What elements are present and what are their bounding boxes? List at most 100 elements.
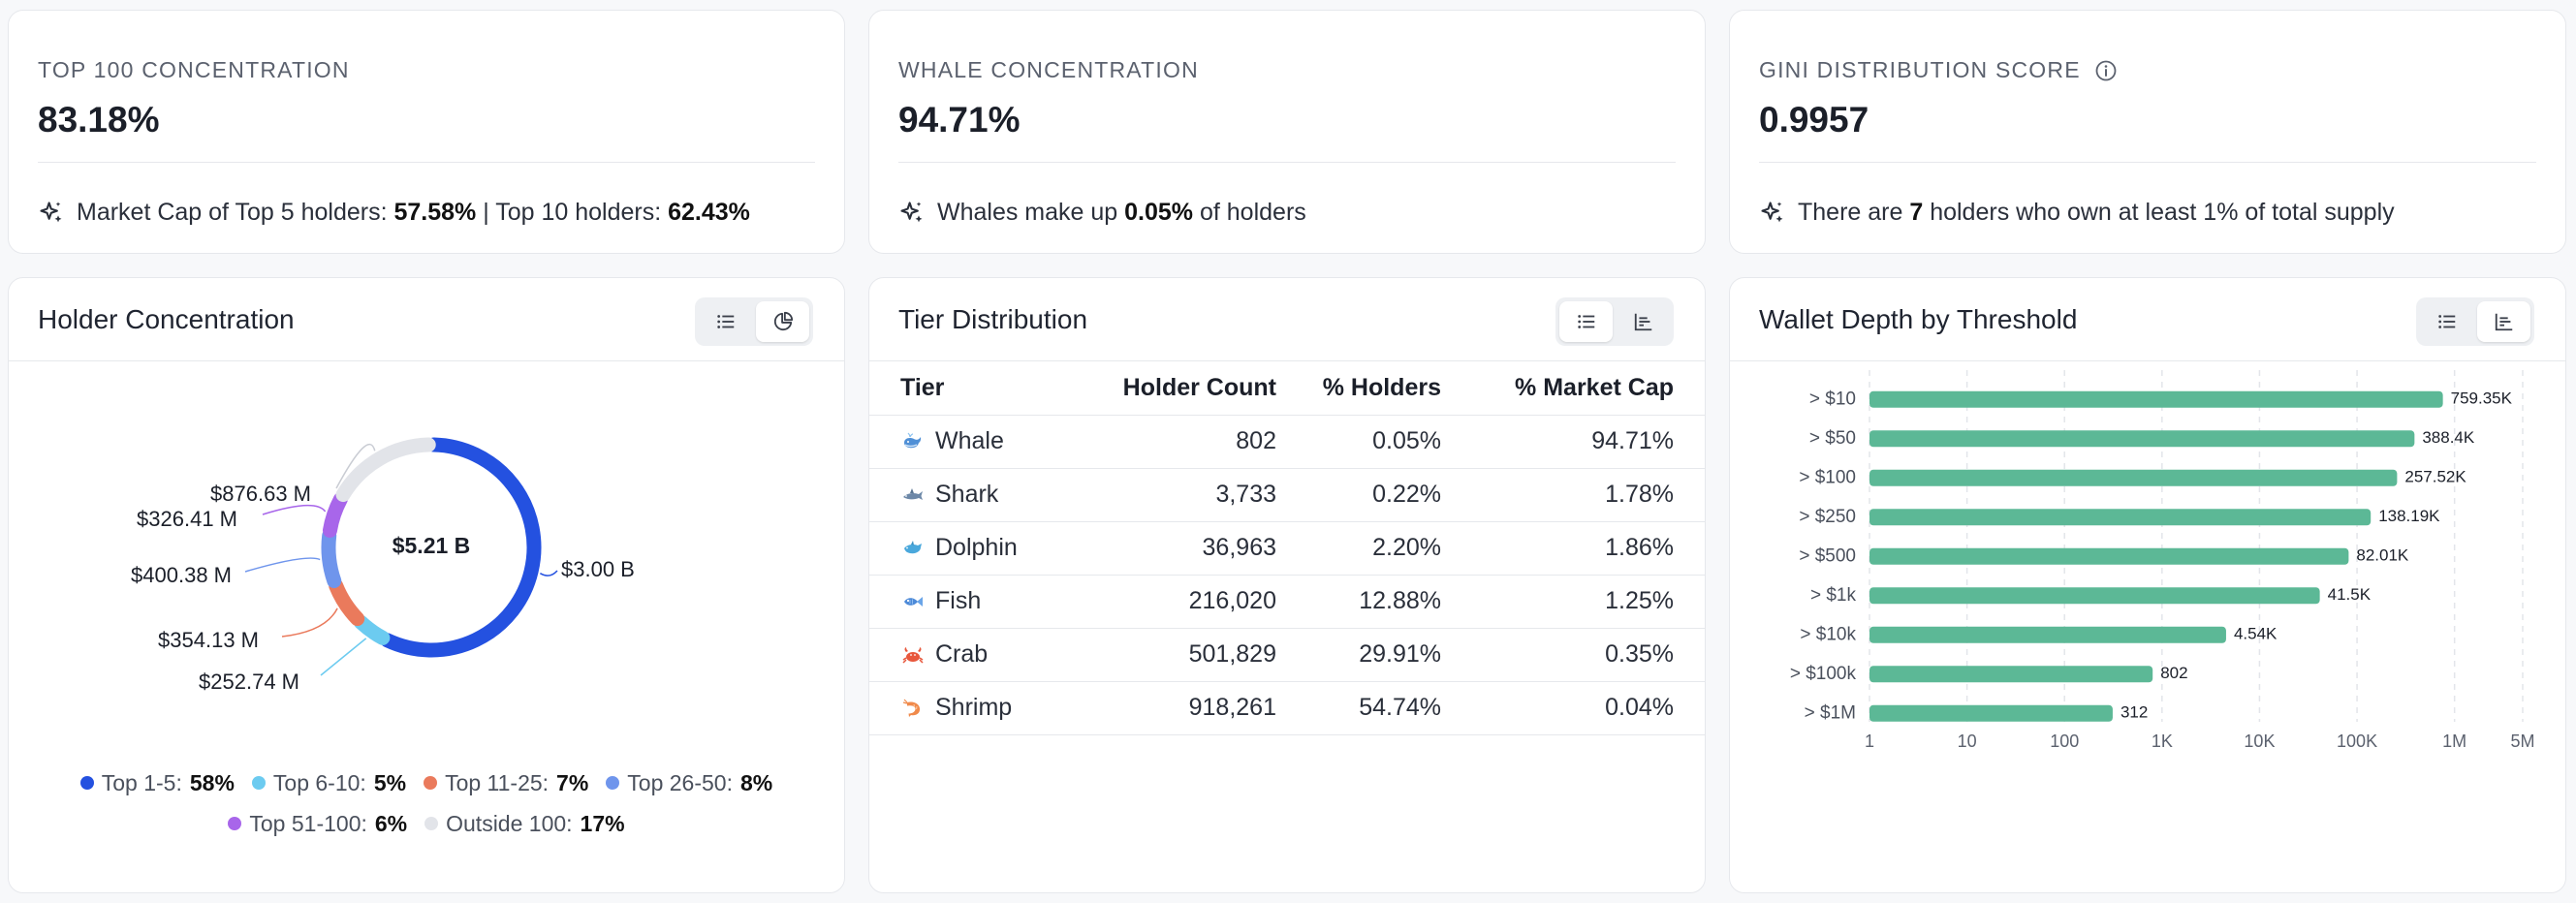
footnote-text: of holders xyxy=(1193,199,1306,226)
tier-cell: Dolphin xyxy=(869,521,1092,576)
bar[interactable] xyxy=(1869,430,2415,448)
y-category-label: > $1k xyxy=(1810,585,1857,606)
chart-view-button[interactable] xyxy=(2477,301,2530,342)
slice-value-label: $400.38 M xyxy=(131,563,232,587)
legend-value: 6% xyxy=(374,811,408,836)
wallet-depth-bar-chart: 1 10 100 1K 10K 100K 1M 5M > $10 759.35K > $50 388.… xyxy=(1790,370,2535,751)
x-tick-label: 1 xyxy=(1865,732,1874,751)
y-category-label: > $250 xyxy=(1799,507,1856,527)
pie-chart-icon xyxy=(773,311,793,331)
leader-line xyxy=(335,443,376,489)
holder-count-cell: 36,963 xyxy=(1092,521,1276,576)
card-value: 83.18% xyxy=(38,100,160,140)
donut-slice[interactable] xyxy=(354,614,391,645)
chart-view-button[interactable] xyxy=(1617,301,1670,342)
list-view-button[interactable] xyxy=(1559,301,1613,342)
column-header[interactable]: % Market Cap xyxy=(1441,361,1705,416)
card-title: GINI DISTRIBUTION SCORE xyxy=(1759,57,2081,82)
legend-value: 5% xyxy=(373,770,407,795)
y-category-label: > $1M xyxy=(1805,702,1856,723)
legend-value: 8% xyxy=(740,770,773,795)
legend-item[interactable]: Top 1-5: 58% xyxy=(79,763,235,803)
holders-pct-cell: 0.22% xyxy=(1276,468,1441,522)
donut-center-total: $5.21 B xyxy=(393,533,471,558)
card-footnote: Whales make up 0.05% of holders xyxy=(898,199,1306,227)
x-tick-label: 10 xyxy=(1958,732,1977,751)
x-tick-label: 1M xyxy=(2442,732,2466,751)
holders-pct-cell: 54.74% xyxy=(1276,681,1441,735)
bar[interactable] xyxy=(1869,704,2113,722)
market-cap-pct-cell: 0.04% xyxy=(1441,681,1705,735)
pie-view-button[interactable] xyxy=(756,301,809,342)
info-icon[interactable] xyxy=(2094,59,2118,82)
bar-value-label: 388.4K xyxy=(2422,428,2475,447)
donut-slice[interactable] xyxy=(335,437,436,503)
bar[interactable] xyxy=(1869,626,2226,643)
card-footnote: Market Cap of Top 5 holders: 57.58% | To… xyxy=(38,199,750,227)
legend-swatch xyxy=(424,776,438,790)
leader-line xyxy=(539,570,558,576)
bar[interactable] xyxy=(1869,509,2372,526)
sparkle-icon xyxy=(1761,201,1783,222)
bar-chart-icon xyxy=(2495,313,2512,331)
holders-pct-cell: 0.05% xyxy=(1276,415,1441,469)
view-toggle xyxy=(1555,297,1674,346)
footnote-highlight: 7 xyxy=(1909,199,1924,226)
bar[interactable] xyxy=(1869,390,2443,408)
leader-line xyxy=(262,504,327,515)
tier-name: Crab xyxy=(935,640,989,668)
panel-title: Wallet Depth by Threshold xyxy=(1759,304,2078,334)
panel-title: Holder Concentration xyxy=(38,304,295,334)
table-row: Fish 216,020 12.88% 1.25% xyxy=(869,575,1705,629)
donut-slice[interactable] xyxy=(321,528,342,589)
top100-concentration-card: TOP 100 CONCENTRATION 83.18% Market Cap … xyxy=(8,10,845,254)
slice-value-label: $326.41 M xyxy=(137,507,237,531)
footnote-text: | Top 10 holders: xyxy=(476,199,669,226)
y-category-label: > $100k xyxy=(1790,664,1857,684)
leader-line xyxy=(320,638,367,676)
table-row: Shrimp 918,261 54.74% 0.04% xyxy=(869,681,1705,735)
divider xyxy=(898,162,1676,163)
footnote-text: Whales make up xyxy=(937,199,1125,226)
y-category-label: > $10 xyxy=(1809,389,1856,409)
legend-item[interactable]: Top 6-10: 5% xyxy=(251,763,407,803)
list-view-button[interactable] xyxy=(699,301,752,342)
tier-cell: Fish xyxy=(869,575,1092,629)
holder-donut-chart: $3.00 B $252.74 M $354.13 M $400.38 M $326.4… xyxy=(131,437,635,694)
tier-cell: Whale xyxy=(869,415,1092,469)
column-header[interactable]: Holder Count xyxy=(1092,361,1276,416)
bar[interactable] xyxy=(1869,666,2153,683)
legend-item[interactable]: Top 11-25: 7% xyxy=(424,763,588,803)
bar[interactable] xyxy=(1869,469,2398,486)
sparkle-icon xyxy=(900,201,923,222)
column-header[interactable]: % Holders xyxy=(1276,361,1441,416)
holder-concentration-panel: Holder Concentration $3.00 B $252.74 M $35… xyxy=(8,277,845,893)
donut-slice[interactable] xyxy=(380,437,542,658)
fish-icon xyxy=(900,589,926,614)
bar[interactable] xyxy=(1869,547,2349,565)
legend-label: Top 51-100: xyxy=(249,811,367,836)
list-view-button[interactable] xyxy=(2420,301,2473,342)
legend-value: 17% xyxy=(580,811,625,836)
panel-title: Tier Distribution xyxy=(898,304,1088,334)
donut-slice[interactable] xyxy=(322,491,348,538)
legend-value: 58% xyxy=(189,770,235,795)
x-tick-label: 10K xyxy=(2244,732,2275,751)
donut-slice[interactable] xyxy=(329,578,365,627)
column-header[interactable]: Tier xyxy=(869,361,1092,416)
card-value: 94.71% xyxy=(898,100,1021,140)
legend-item[interactable]: Outside 100: 17% xyxy=(424,803,625,844)
legend-label: Top 11-25: xyxy=(445,770,550,795)
x-tick-label: 1K xyxy=(2152,732,2173,751)
bar-value-label: 759.35K xyxy=(2451,389,2513,408)
market-cap-pct-cell: 1.78% xyxy=(1441,468,1705,522)
y-category-label: > $100 xyxy=(1799,467,1856,487)
holder-count-cell: 216,020 xyxy=(1092,575,1276,629)
legend-label: Top 1-5: xyxy=(101,770,182,795)
slice-value-label: $3.00 B xyxy=(561,557,635,581)
legend-item[interactable]: Top 26-50: 8% xyxy=(606,763,772,803)
market-cap-pct-cell: 1.25% xyxy=(1441,575,1705,629)
legend-item[interactable]: Top 51-100: 6% xyxy=(228,803,407,844)
bar[interactable] xyxy=(1869,587,2320,605)
card-title: WHALE CONCENTRATION xyxy=(898,57,1199,82)
